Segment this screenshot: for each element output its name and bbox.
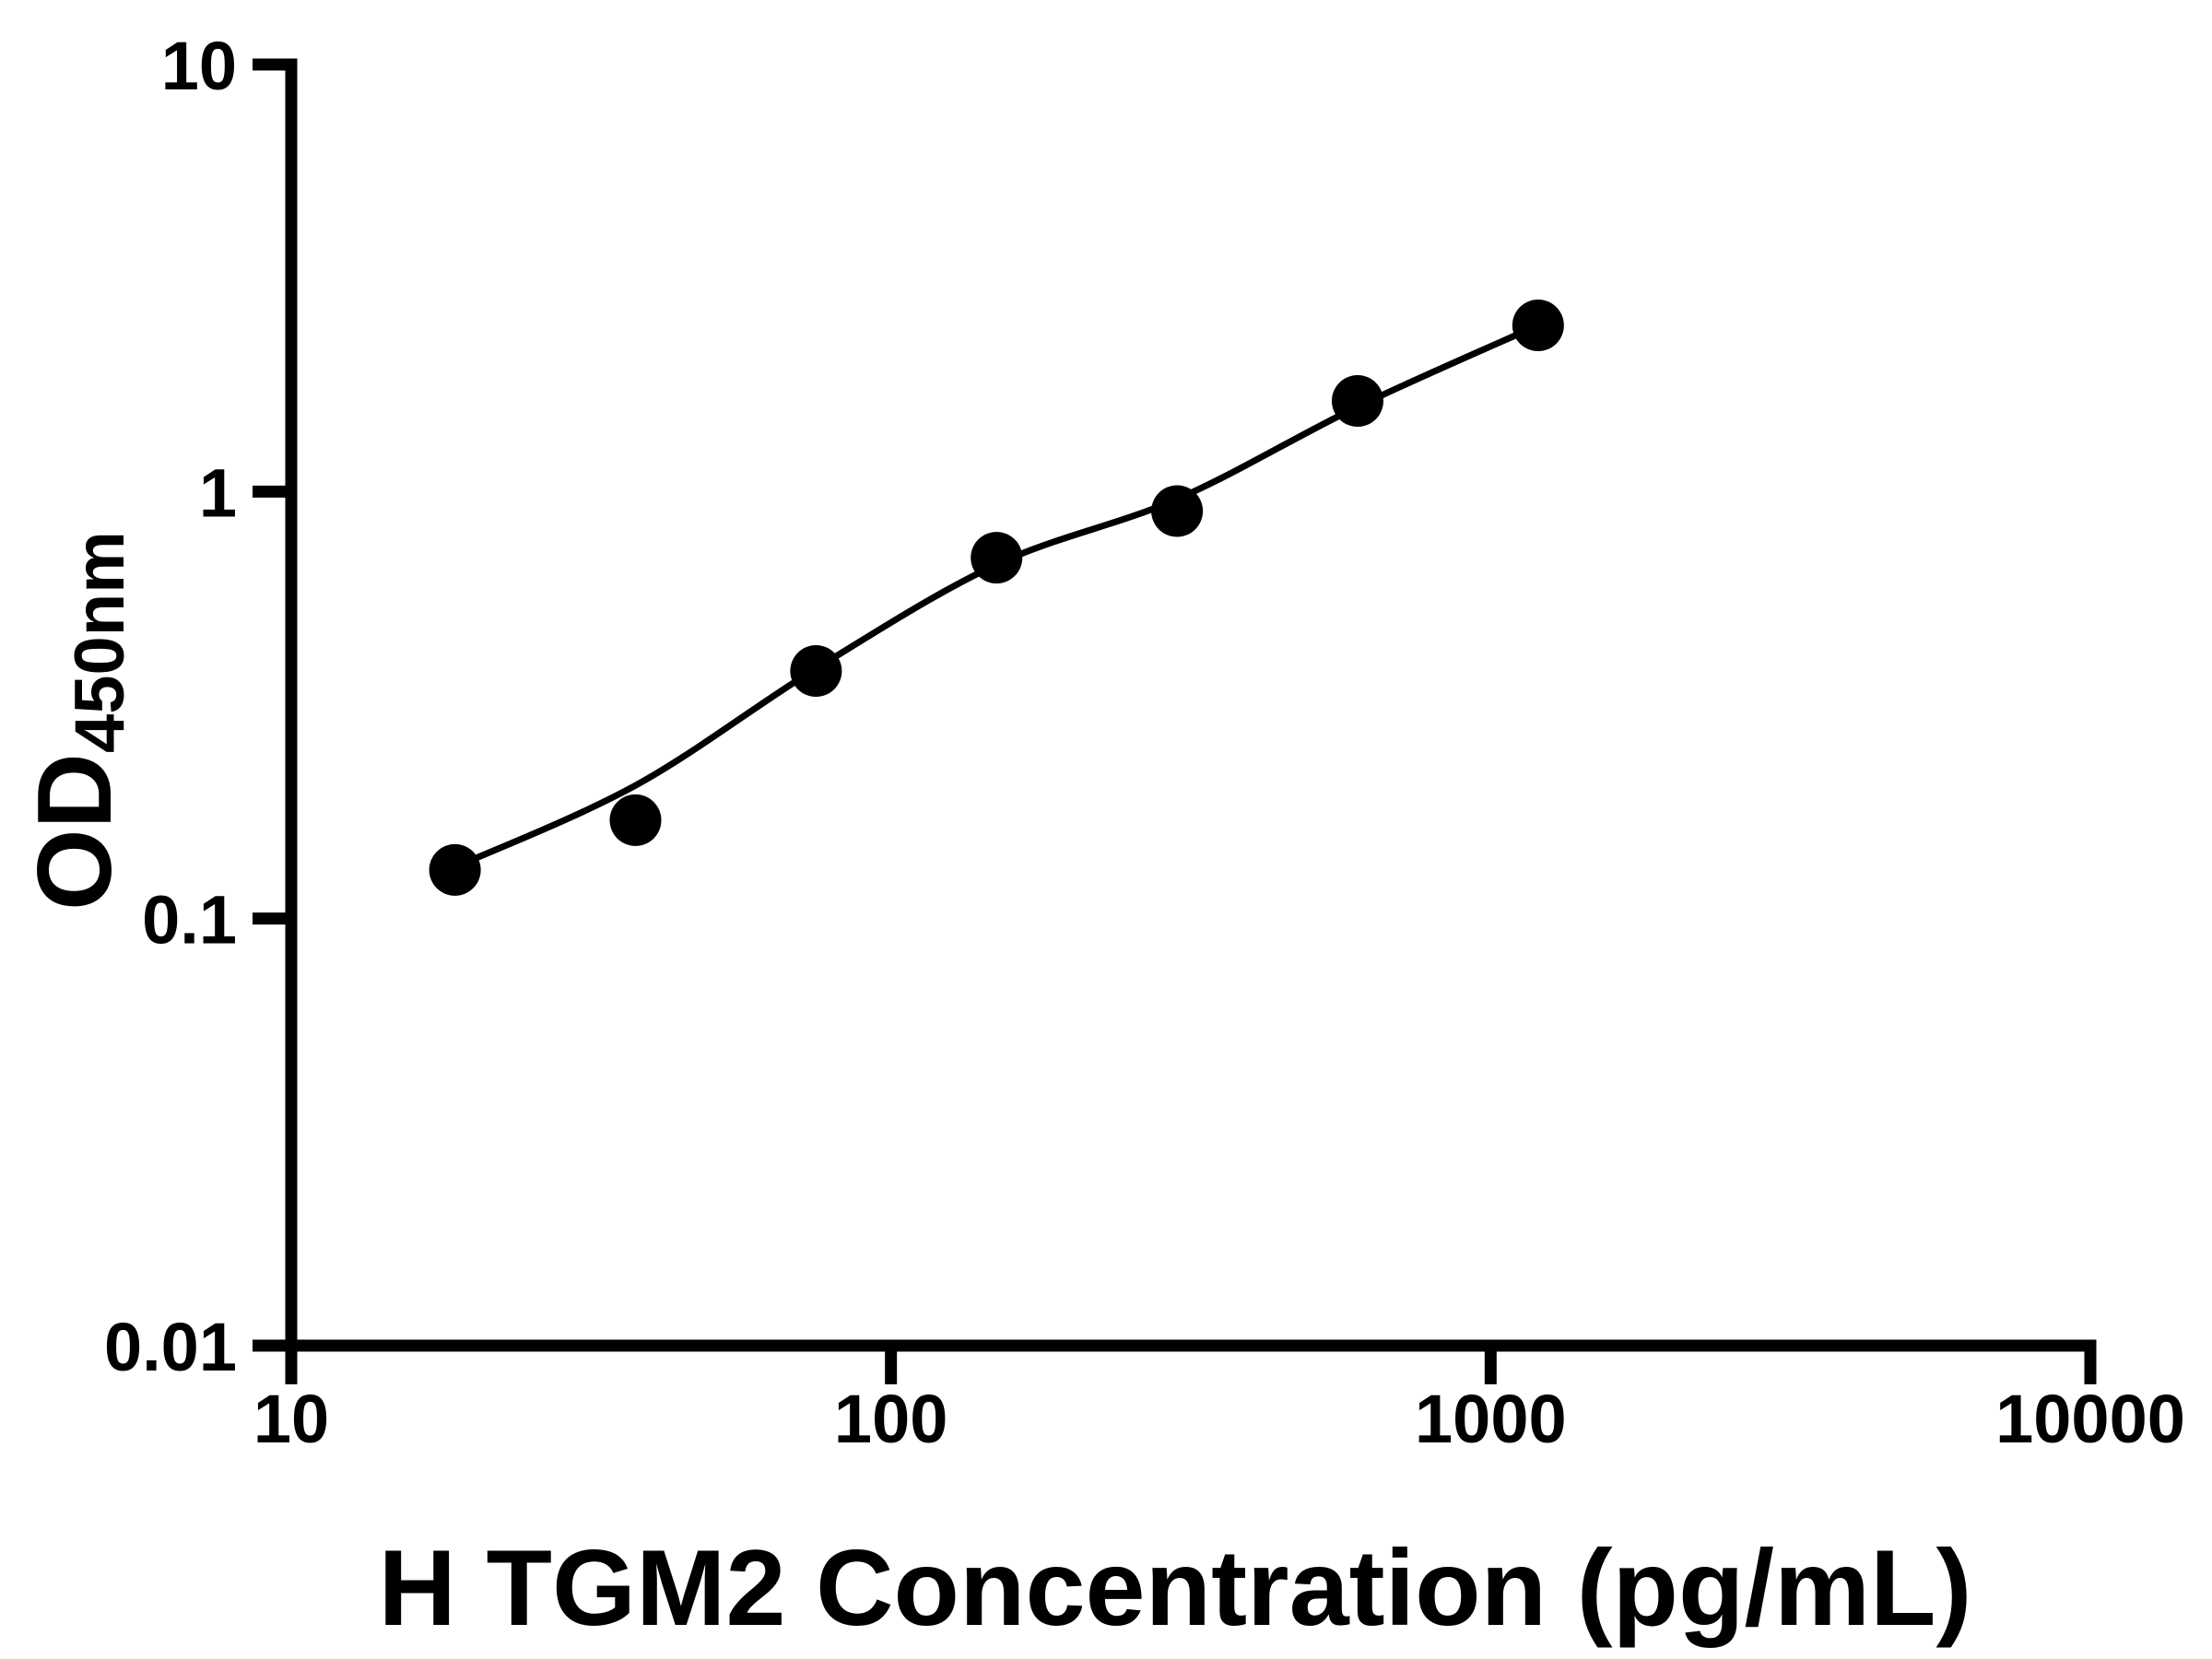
x-tick: 1000 [1415,1346,1567,1457]
x-axis-ticks: 10 100 1000 10000 [253,1346,2185,1457]
y-tick: 10 [161,28,291,104]
y-tick-label: 0.01 [104,1309,237,1385]
x-tick-label: 10000 [1995,1381,2185,1457]
y-tick: 1 [199,454,291,531]
x-tick: 100 [834,1346,947,1457]
data-point [790,645,842,698]
y-axis-ticks: 10 1 0.1 0.01 [104,28,291,1385]
data-points-group [429,300,1564,896]
data-point [1331,375,1383,428]
x-tick-label: 100 [834,1381,947,1457]
data-point [1512,300,1564,352]
data-point [609,794,662,846]
data-point [1151,485,1204,537]
y-tick: 0.1 [142,882,291,959]
y-axis-title-main: OD [17,753,134,911]
y-tick: 0.01 [104,1309,291,1385]
y-tick-label: 0.1 [142,882,237,959]
x-tick-label: 10 [253,1381,329,1457]
y-tick-label: 10 [161,28,237,104]
x-tick: 10 [253,1346,329,1457]
y-axis-title: OD450nm [17,531,139,911]
data-point [971,532,1023,584]
y-axis-title-subscript: 450nm [61,531,139,753]
y-tick-label: 1 [199,454,237,531]
data-point [429,843,481,896]
x-axis-title: H TGM2 Concentration (pg/mL) [379,1527,1972,1648]
x-tick-label: 1000 [1415,1381,1567,1457]
x-tick: 10000 [1995,1346,2185,1457]
